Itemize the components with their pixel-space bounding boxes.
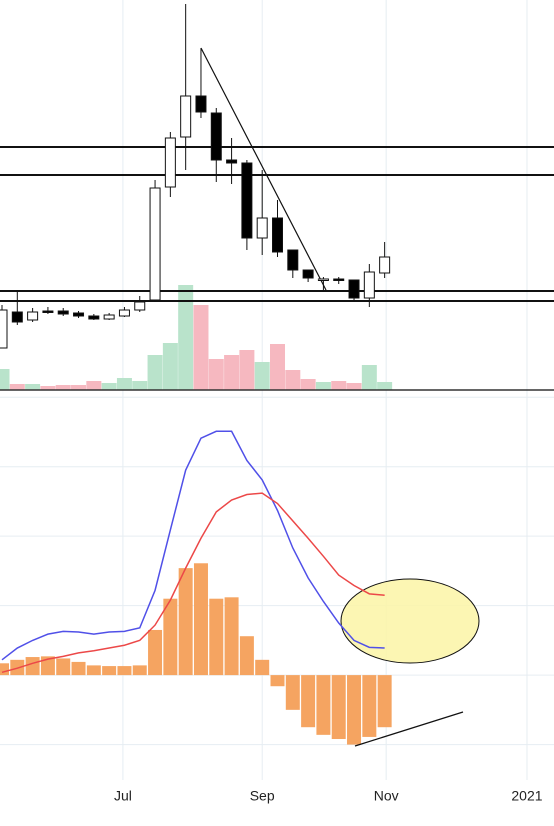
volume-bar [9,384,25,390]
candle-body [302,269,314,279]
price-levels [0,146,554,302]
volume-bar [0,369,10,390]
candle-body [287,249,299,271]
candle-body [210,112,222,161]
candle-body [363,271,375,299]
candle-body [317,278,329,281]
volume-bar [346,383,362,390]
volume-bar [270,344,285,390]
candle-body [272,217,283,253]
histogram-bar [40,656,55,676]
candle-body [164,137,176,188]
x-tick-label: Nov [374,788,399,804]
histogram-bar [163,598,178,676]
volume-bar [315,382,331,390]
x-tick-label: Jul [114,788,132,804]
candle-body [256,217,268,239]
candle-body [103,314,115,320]
histogram-bar [71,661,86,676]
histogram-bar [316,675,331,735]
candle-body [57,310,69,315]
histogram-bar [285,675,300,710]
candle-body [241,162,253,239]
volume-layer [0,285,393,390]
volume-bar [86,381,102,390]
candle-body [149,187,161,301]
volume-bar [193,305,209,390]
candle-body [73,312,85,317]
histogram-bar [301,675,316,728]
candle-body [333,278,345,281]
histogram-bar [148,629,163,676]
volume-bar [377,382,393,390]
volume-bar [40,386,56,390]
candle-body [27,311,39,321]
histogram-bar [255,659,270,676]
volume-bar [147,355,163,390]
histogram-bar [117,666,132,676]
histogram-bar [25,657,40,676]
volume-bar [331,381,347,390]
volume-bar [101,383,117,390]
volume-bar [55,385,71,390]
volume-bar [224,355,240,390]
candle-body [11,311,23,323]
volume-bar [208,359,224,390]
histogram-bar [102,666,117,676]
histogram-bar [347,675,362,745]
histogram-bar [0,663,9,676]
trend-line [200,47,327,291]
candle-body [0,309,8,349]
candle-layer [0,4,391,349]
histogram-bar [56,658,71,676]
histogram-bar [270,675,285,687]
volume-bar [285,370,301,390]
candle-body [195,95,207,113]
volume-bar [178,285,194,390]
histogram-bar [193,563,208,676]
volume-bar [71,385,87,390]
candle-body [118,309,130,317]
macd-line [1,430,385,661]
volume-bar [162,343,178,390]
candle-body [226,159,238,164]
highlight-ellipse [340,578,480,664]
candle-body [42,310,54,313]
x-tick-label: 2021 [511,788,542,804]
macd-layer [0,563,392,745]
candle-body [348,279,360,299]
histogram-bar [362,675,377,737]
candle-body [180,95,192,138]
divergence-line [354,711,464,747]
histogram-bar [209,598,224,676]
histogram-bar [86,665,101,676]
macd-lines [1,430,385,674]
volume-bar [116,378,132,390]
volume-bar [25,384,41,390]
x-tick-label: Sep [250,788,275,804]
macd-line [1,492,385,674]
volume-bar [132,381,148,390]
candle-body [134,301,146,311]
histogram-bar [377,675,392,728]
histogram-bar [331,675,346,740]
candle-body [88,315,100,320]
histogram-bar [132,665,147,676]
volume-bar [361,365,377,390]
candle-body [379,256,391,274]
volume-bar [239,350,255,390]
volume-bar [254,362,270,390]
histogram-bar [178,568,193,676]
histogram-bar [224,597,239,676]
volume-bar [300,379,316,390]
histogram-bar [239,636,254,676]
